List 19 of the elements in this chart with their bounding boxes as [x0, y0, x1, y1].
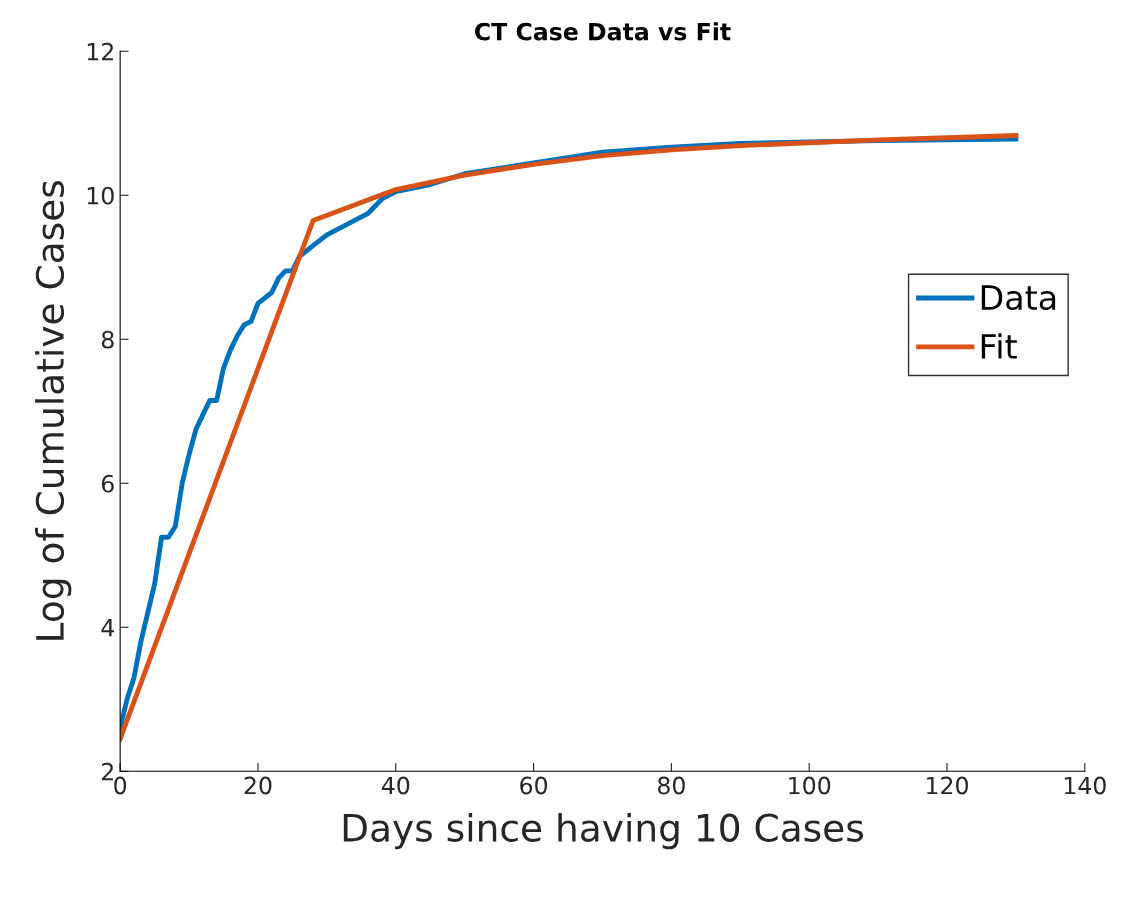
x-tick-label: 120: [927, 776, 968, 795]
x-tick-label: 20: [244, 776, 272, 795]
x-tick-label: 100: [789, 776, 831, 795]
x-axis-title: Days since having 10 Cases: [343, 812, 863, 850]
y-tick-label: 4: [101, 619, 114, 637]
legend-label: Fit: [981, 333, 1017, 359]
y-axis-title: Log of Cumulative Cases: [35, 181, 72, 640]
y-tick-label: 2: [102, 762, 113, 781]
y-tick-label: 10: [87, 186, 114, 205]
y-tick-label: 6: [101, 474, 114, 493]
x-tick-label: 60: [520, 776, 548, 795]
x-tick-label: 140: [1064, 776, 1106, 795]
y-tick-label: 8: [101, 330, 114, 349]
legend-label: Data: [981, 285, 1056, 311]
x-tick-label: 80: [657, 776, 685, 795]
y-tick-label: 12: [87, 42, 113, 61]
x-tick-label: 40: [381, 776, 410, 795]
x-tick-label: 0: [114, 776, 127, 795]
chart-title: CT Case Data vs Fit: [474, 22, 731, 41]
